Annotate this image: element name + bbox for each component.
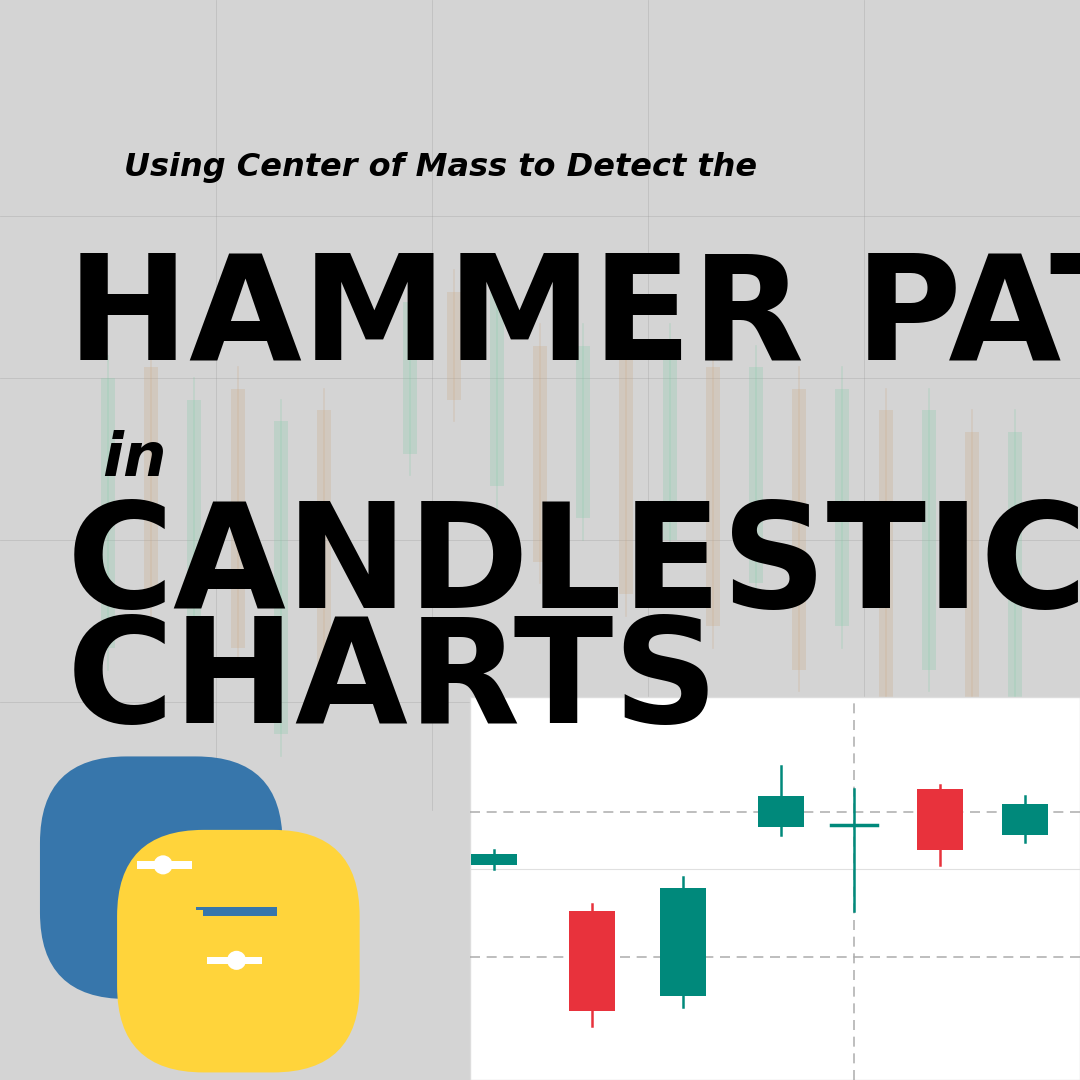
FancyBboxPatch shape <box>663 346 677 540</box>
FancyBboxPatch shape <box>40 756 283 999</box>
Circle shape <box>153 855 173 875</box>
FancyBboxPatch shape <box>758 796 804 827</box>
FancyBboxPatch shape <box>706 367 720 626</box>
FancyBboxPatch shape <box>661 888 706 996</box>
FancyBboxPatch shape <box>207 957 262 964</box>
FancyBboxPatch shape <box>793 389 806 670</box>
FancyBboxPatch shape <box>577 346 591 518</box>
FancyBboxPatch shape <box>145 367 159 605</box>
FancyBboxPatch shape <box>1002 804 1048 835</box>
Text: in: in <box>103 430 167 488</box>
FancyBboxPatch shape <box>836 389 850 626</box>
FancyBboxPatch shape <box>471 854 517 865</box>
Text: HAMMER PATTERN: HAMMER PATTERN <box>67 248 1080 389</box>
FancyBboxPatch shape <box>966 432 980 756</box>
FancyBboxPatch shape <box>117 829 360 1072</box>
FancyBboxPatch shape <box>404 302 417 454</box>
FancyBboxPatch shape <box>534 346 546 562</box>
FancyBboxPatch shape <box>750 367 762 583</box>
FancyBboxPatch shape <box>188 400 201 691</box>
FancyBboxPatch shape <box>1009 432 1022 713</box>
FancyBboxPatch shape <box>137 861 192 868</box>
FancyBboxPatch shape <box>922 410 935 670</box>
Circle shape <box>227 950 246 970</box>
FancyBboxPatch shape <box>197 907 276 916</box>
FancyBboxPatch shape <box>569 912 615 1011</box>
FancyBboxPatch shape <box>123 909 203 918</box>
Text: CANDLESTICK: CANDLESTICK <box>67 497 1080 637</box>
FancyBboxPatch shape <box>620 356 634 594</box>
Text: CHARTS: CHARTS <box>67 612 719 753</box>
Text: Using Center of Mass to Detect the: Using Center of Mass to Detect the <box>124 152 757 183</box>
FancyBboxPatch shape <box>917 788 962 850</box>
FancyBboxPatch shape <box>102 378 114 648</box>
FancyBboxPatch shape <box>490 292 504 486</box>
FancyBboxPatch shape <box>231 389 244 648</box>
FancyBboxPatch shape <box>274 421 287 734</box>
FancyBboxPatch shape <box>879 410 892 713</box>
FancyBboxPatch shape <box>447 292 461 400</box>
FancyBboxPatch shape <box>470 697 1080 1080</box>
FancyBboxPatch shape <box>318 410 330 691</box>
